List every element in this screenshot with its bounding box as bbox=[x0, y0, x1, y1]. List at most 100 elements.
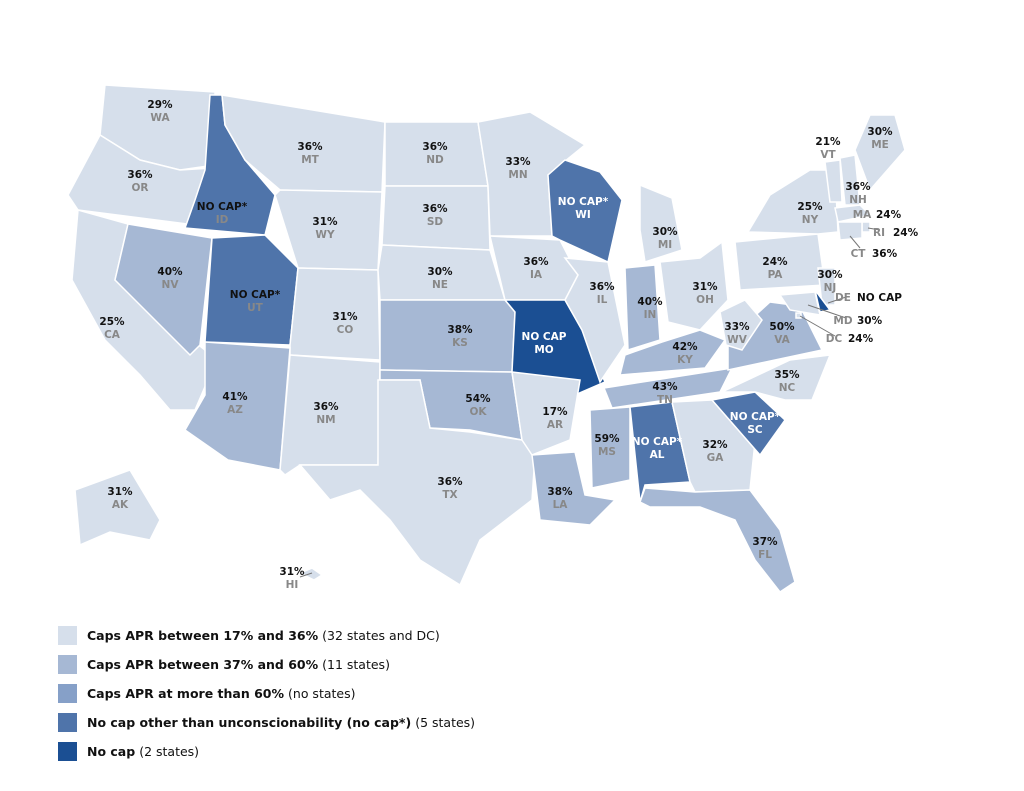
state-shape bbox=[624, 264, 661, 352]
state-shape bbox=[289, 267, 381, 361]
state-value: NO CAP* bbox=[558, 196, 609, 208]
state-value: 30% bbox=[867, 126, 893, 138]
state-shape bbox=[184, 341, 291, 471]
legend-note: (5 states) bbox=[415, 715, 476, 730]
legend-item: Caps APR between 17% and 36% (32 states a… bbox=[58, 626, 440, 645]
state-abbr: MN bbox=[508, 169, 527, 181]
state-value: 36% bbox=[845, 181, 871, 193]
state-value: 36% bbox=[313, 401, 339, 413]
leader-line bbox=[807, 304, 847, 319]
state-value: 32% bbox=[702, 439, 728, 451]
state-shape bbox=[589, 406, 631, 489]
state-abbr: PA bbox=[768, 269, 784, 281]
state-shape bbox=[563, 257, 626, 384]
legend-item: Caps APR at more than 60% (no states) bbox=[58, 684, 356, 703]
legend-item: No cap (2 states) bbox=[58, 742, 199, 761]
state-abbr: HI bbox=[286, 579, 299, 591]
state-value: 25% bbox=[99, 316, 125, 328]
state-value: 31% bbox=[692, 281, 718, 293]
state-shape bbox=[778, 291, 821, 316]
state-value: NO CAP bbox=[857, 292, 902, 304]
state-value: 21% bbox=[815, 136, 841, 148]
state-abbr: NV bbox=[162, 279, 180, 291]
state-shape bbox=[298, 379, 536, 587]
leader-line bbox=[799, 315, 836, 337]
state-shape bbox=[795, 312, 802, 319]
state-value: 31% bbox=[107, 486, 133, 498]
state-abbr: NC bbox=[779, 382, 796, 394]
state-shape bbox=[379, 299, 516, 373]
state-value: 43% bbox=[652, 381, 678, 393]
state-shape bbox=[547, 159, 623, 264]
state-abbr: VT bbox=[820, 149, 836, 161]
legend-swatch bbox=[58, 742, 77, 761]
state-value: 36% bbox=[422, 203, 448, 215]
state-value: 33% bbox=[724, 321, 750, 333]
legend-label: No cap bbox=[87, 744, 136, 759]
state-value: 17% bbox=[542, 406, 568, 418]
state-shape bbox=[837, 221, 863, 241]
legend-label: Caps APR between 17% and 36% bbox=[87, 628, 319, 643]
state-shape bbox=[834, 204, 872, 223]
state-abbr: SC bbox=[747, 424, 763, 436]
state-abbr: IN bbox=[644, 309, 657, 321]
state-abbr: ID bbox=[216, 214, 229, 226]
state-shape bbox=[602, 367, 734, 409]
state-value: 29% bbox=[147, 99, 173, 111]
state-value: NO CAP* bbox=[632, 436, 683, 448]
state-value: 36% bbox=[872, 248, 898, 260]
state-abbr: TX bbox=[442, 489, 457, 501]
state-abbr: VA bbox=[774, 334, 790, 346]
state-abbr: CT bbox=[851, 248, 867, 260]
state-value: 31% bbox=[312, 216, 338, 228]
state-value: 59% bbox=[594, 433, 620, 445]
state-abbr: RI bbox=[873, 227, 885, 239]
state-abbr: TN bbox=[657, 394, 673, 406]
state-value: 31% bbox=[332, 311, 358, 323]
leader-line bbox=[867, 227, 881, 231]
state-value: 36% bbox=[437, 476, 463, 488]
state-abbr: OR bbox=[131, 182, 148, 194]
state-value: NO CAP bbox=[522, 331, 567, 343]
state-abbr: ME bbox=[871, 139, 889, 151]
state-value: 30% bbox=[427, 266, 453, 278]
leader-line bbox=[849, 235, 861, 249]
state-abbr: IA bbox=[530, 269, 543, 281]
state-value: 50% bbox=[769, 321, 795, 333]
state-value: 36% bbox=[422, 141, 448, 153]
state-abbr: WI bbox=[575, 209, 591, 221]
state-abbr: MT bbox=[301, 154, 319, 166]
legend-note: (2 states) bbox=[139, 744, 200, 759]
state-value: 38% bbox=[547, 486, 573, 498]
state-shape bbox=[114, 223, 213, 357]
legend-label: Caps APR between 37% and 60% bbox=[87, 657, 319, 672]
leader-line bbox=[827, 296, 847, 304]
state-abbr: AL bbox=[650, 449, 665, 461]
state-value: 42% bbox=[672, 341, 698, 353]
legend-note: (32 states and DC) bbox=[322, 628, 440, 643]
state-abbr: OK bbox=[469, 406, 487, 418]
state-shape bbox=[861, 221, 871, 233]
state-shape bbox=[719, 299, 763, 351]
state-abbr: AK bbox=[112, 499, 129, 511]
state-value: 36% bbox=[589, 281, 615, 293]
state-value: 54% bbox=[465, 393, 491, 405]
state-shape bbox=[298, 567, 324, 581]
state-value: 36% bbox=[523, 256, 549, 268]
state-shape bbox=[854, 114, 906, 192]
legend-label: Caps APR at more than 60% bbox=[87, 686, 285, 701]
state-abbr: KY bbox=[677, 354, 693, 366]
state-value: 36% bbox=[297, 141, 323, 153]
state-value: 36% bbox=[127, 169, 153, 181]
state-abbr: DC bbox=[826, 333, 843, 345]
state-abbr: LA bbox=[553, 499, 569, 511]
legend-swatch bbox=[58, 684, 77, 703]
legend-note: (no states) bbox=[288, 686, 356, 701]
state-value: NO CAP* bbox=[730, 411, 781, 423]
state-value: 30% bbox=[817, 269, 843, 281]
state-shape bbox=[531, 451, 617, 526]
state-abbr: MS bbox=[598, 446, 616, 458]
state-abbr: MO bbox=[534, 344, 553, 356]
